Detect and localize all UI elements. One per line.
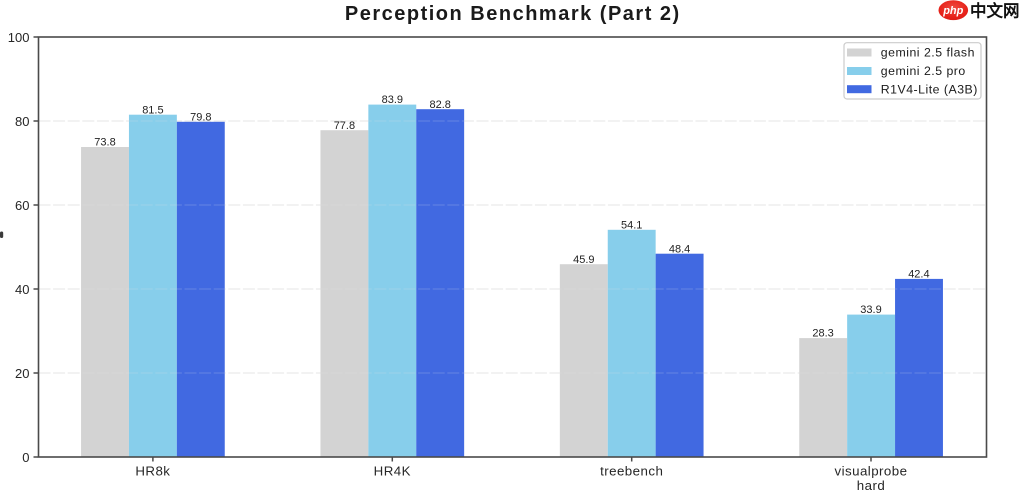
svg-text:28.3: 28.3 [812, 328, 833, 340]
svg-text:33.9: 33.9 [860, 304, 881, 316]
svg-text:0: 0 [22, 450, 29, 465]
svg-text:php: php [942, 5, 963, 17]
svg-text:83.9: 83.9 [382, 94, 403, 106]
svg-text:40: 40 [15, 282, 29, 297]
svg-text:20: 20 [15, 366, 29, 381]
svg-text:HR8k: HR8k [135, 463, 170, 478]
svg-text:Perception Benchmark (Part 2): Perception Benchmark (Part 2) [345, 3, 681, 25]
svg-text:54.1: 54.1 [621, 219, 642, 231]
svg-text:100: 100 [8, 30, 30, 45]
svg-text:77.8: 77.8 [334, 120, 355, 132]
svg-text:visualprobe: visualprobe [835, 463, 908, 478]
svg-text:48.4: 48.4 [669, 243, 690, 255]
svg-text:45.9: 45.9 [573, 254, 594, 266]
svg-text:79.8: 79.8 [190, 111, 211, 123]
svg-text:HR4K: HR4K [374, 463, 411, 478]
svg-text:73.8: 73.8 [94, 137, 115, 149]
svg-text:treebench: treebench [600, 463, 663, 478]
svg-text:中文网: 中文网 [970, 0, 1020, 20]
svg-text:81.5: 81.5 [142, 104, 163, 116]
svg-text:hard: hard [857, 478, 885, 493]
svg-text:42.4: 42.4 [908, 269, 929, 281]
svg-text:gemini 2.5 flash: gemini 2.5 flash [881, 46, 975, 60]
svg-text:82.8: 82.8 [429, 99, 450, 111]
svg-text:60: 60 [15, 198, 29, 213]
svg-text:gemini 2.5 pro: gemini 2.5 pro [881, 64, 966, 78]
svg-text:R1V4-Lite (A3B): R1V4-Lite (A3B) [881, 83, 978, 97]
svg-text:80: 80 [15, 114, 29, 129]
